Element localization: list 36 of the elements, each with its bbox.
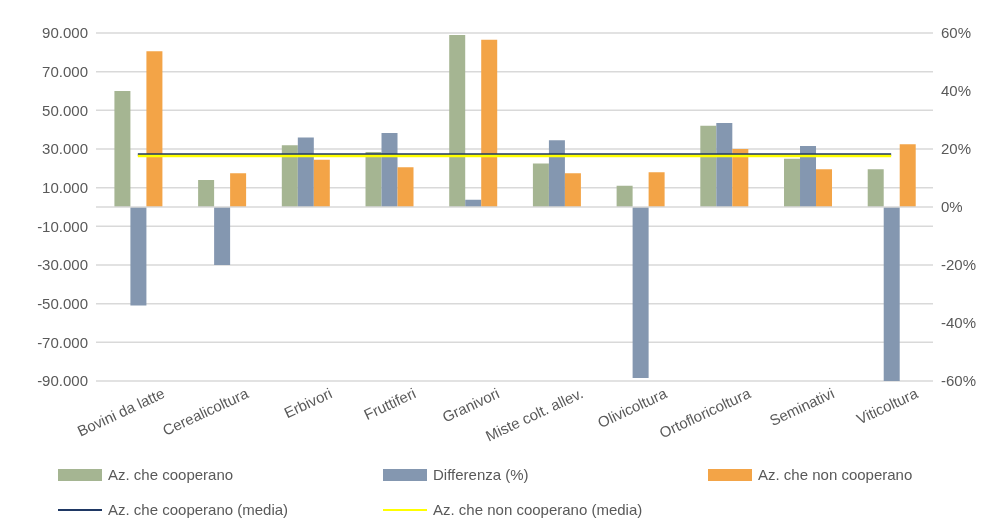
bar	[146, 51, 163, 207]
bar	[130, 207, 147, 306]
y2-tick-label: -20%	[941, 256, 977, 274]
bar	[648, 172, 665, 207]
bar	[114, 91, 131, 207]
y-tick-label: 70.000	[42, 62, 88, 80]
bar	[214, 207, 231, 265]
y-tick-label: -50.000	[37, 294, 88, 312]
y2-tick-label: 60%	[941, 24, 972, 42]
legend-label: Az. che non cooperano (media)	[433, 501, 643, 518]
bar	[867, 169, 884, 207]
y-tick-label: 90.000	[42, 24, 88, 42]
bar	[230, 173, 247, 207]
y-tick-label: -90.000	[37, 372, 88, 390]
bar	[883, 207, 900, 381]
legend-label: Az. che cooperano	[108, 466, 234, 483]
legend-label: Az. che cooperano (media)	[108, 501, 289, 518]
y2-tick-label: 0%	[941, 198, 963, 216]
bar	[449, 34, 466, 207]
bar	[616, 185, 633, 207]
bar	[198, 179, 215, 207]
y2-tick-label: -40%	[941, 314, 977, 332]
y2-tick-label: -60%	[941, 372, 977, 390]
y2-tick-label: 40%	[941, 82, 972, 100]
y-tick-label: -70.000	[37, 333, 88, 351]
y-tick-label: 30.000	[42, 140, 88, 158]
legend-label: Differenza (%)	[433, 466, 529, 483]
y-tick-label: 10.000	[42, 178, 88, 196]
y-tick-label: -30.000	[37, 256, 88, 274]
bar	[632, 207, 649, 379]
y2-tick-label: 20%	[941, 140, 972, 158]
bar	[481, 39, 498, 207]
legend-label: Az. che non cooperano	[758, 466, 913, 483]
y-tick-label: 50.000	[42, 101, 88, 119]
y-tick-label: -10.000	[37, 217, 88, 235]
bar	[899, 144, 916, 207]
